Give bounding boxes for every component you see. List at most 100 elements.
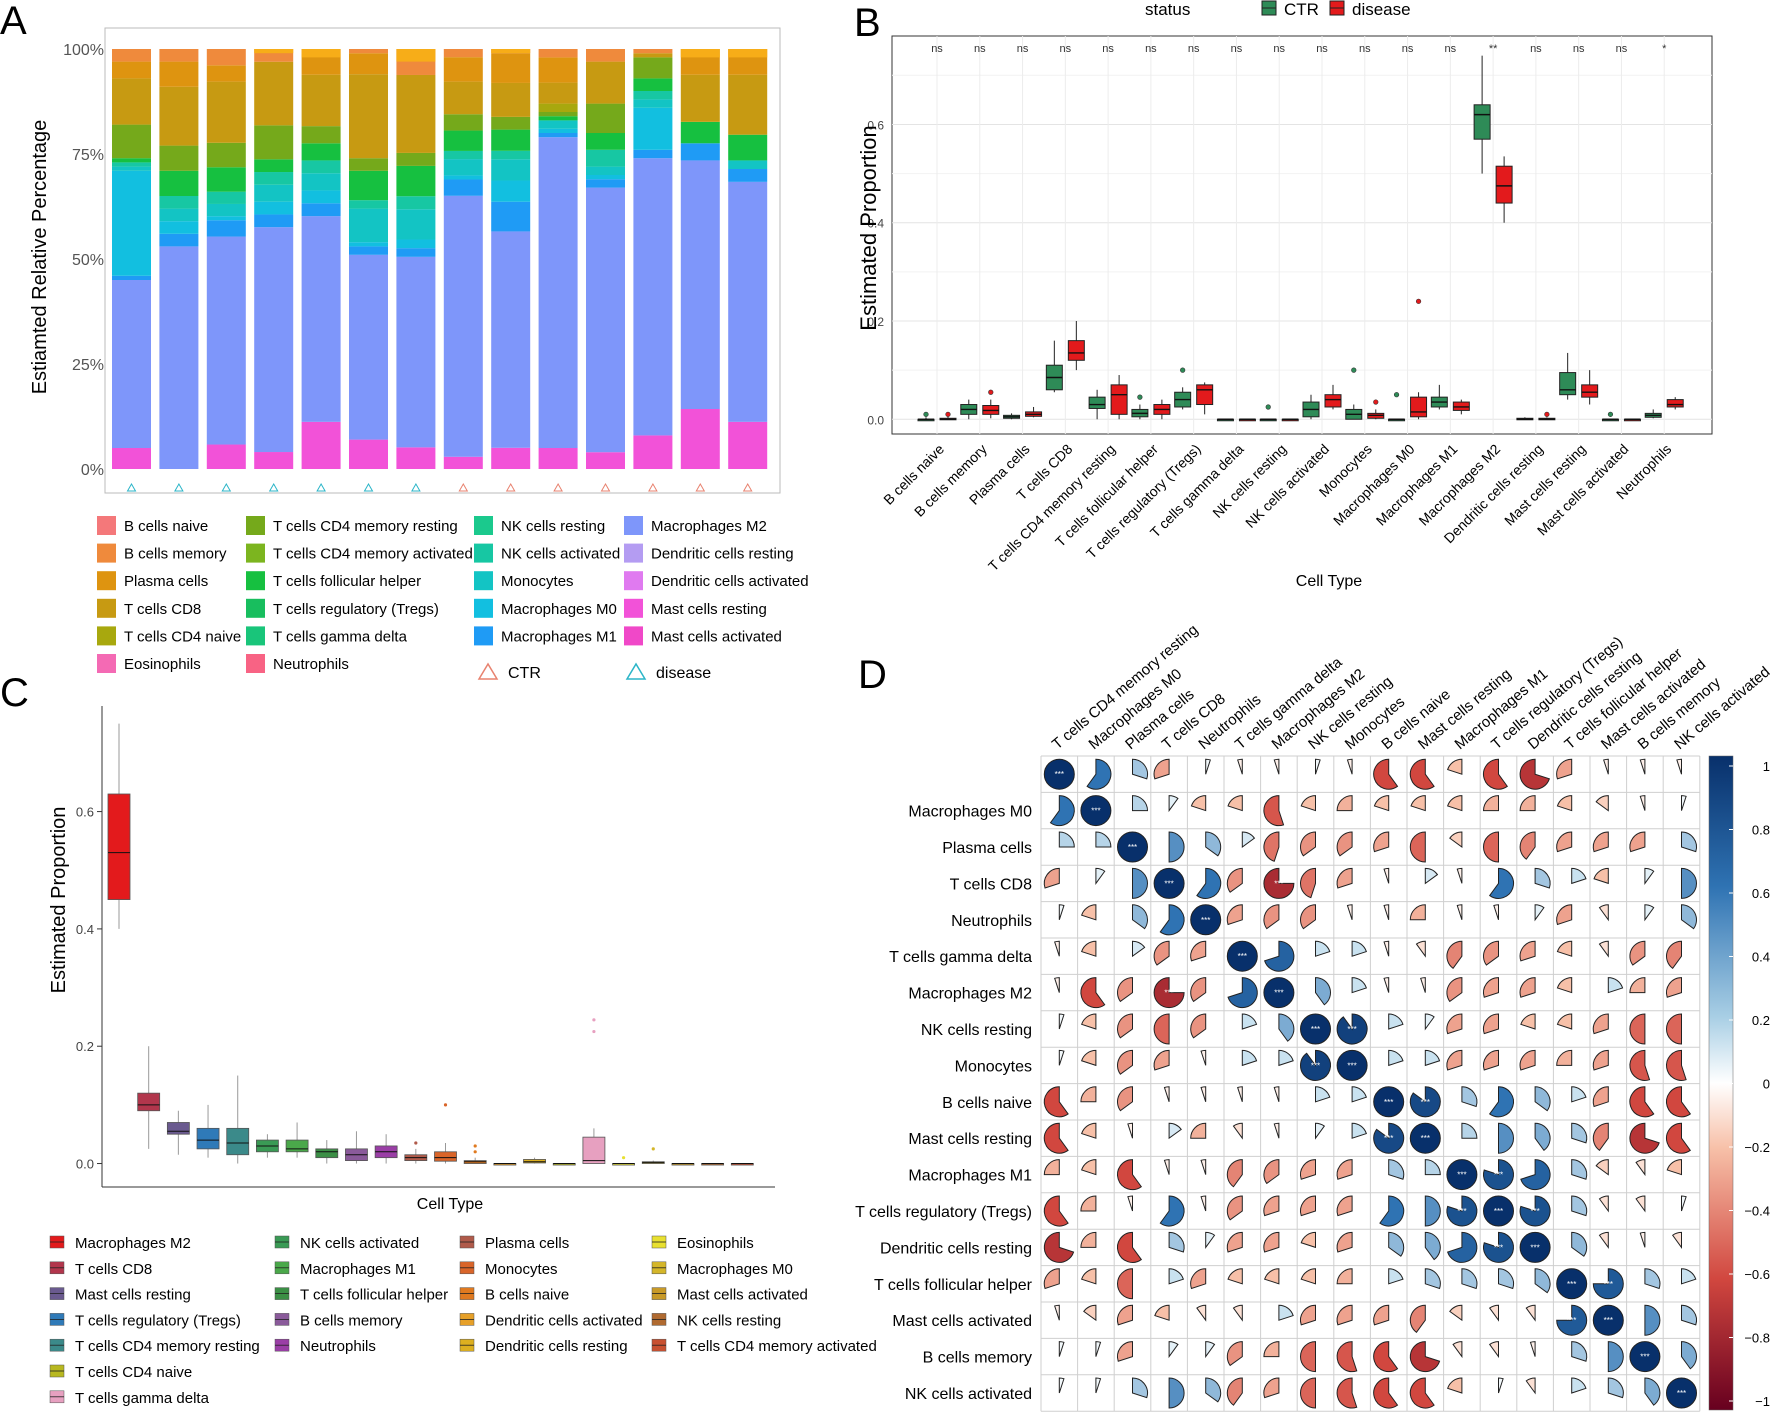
corr-macrophages-m0-vs-t-cells-gamma-delta (1227, 795, 1243, 812)
box-outlier (1137, 394, 1143, 400)
corr-t-cells-cd4-memory-resting-vs-t-cells-cd4-memory-resting (1043, 758, 1075, 790)
significance-label: ns (931, 43, 943, 55)
corr-macrophages-m2-vs-t-cells-follicular-helper (1556, 977, 1573, 994)
panel-b: ns ns ns ns ns ns ns ns ns ns ns ns ns ** ns ns ns * 0.00… (856, 0, 1713, 590)
box-macrophages-m2 (107, 793, 131, 900)
panel-b-y-tick: 0.4 (867, 217, 884, 231)
bar-segment-t-cells-cd4-memory-resting (443, 114, 483, 131)
bar-segment-macrophages-m1 (586, 179, 625, 188)
bar-segment-macrophages-m1 (680, 143, 720, 161)
corr-neutrophils-vs-monocytes (1346, 904, 1353, 920)
bar-segment-b-cells-memory (112, 49, 151, 62)
legend-label-t-cells-cd4-memory-activated: T cells CD4 memory activated (273, 546, 473, 563)
corr-t-cells-regulatory-tregs-vs-t-cells-regulatory-tregs (1483, 1195, 1514, 1227)
panel-label-a: A (0, 0, 27, 43)
bar-segment-nk-cells-activated (254, 172, 294, 185)
panel-b-grid (892, 36, 1712, 434)
panel-a-y-tick: 25% (72, 357, 104, 374)
corr-nk-cells-activated-vs-nk-cells-resting (1300, 1377, 1316, 1409)
corr-plasma-cells-vs-t-cells-follicular-helper (1556, 831, 1573, 853)
corr-plasma-cells-vs-t-cells-gamma-delta (1241, 831, 1256, 848)
box-outlier (1607, 411, 1614, 417)
row-label-t-cells-cd8: T cells CD8 (950, 876, 1032, 893)
panel-a-legend: B cells naive B cells memory Plasma cells T… (97, 516, 809, 682)
corr-neutrophils-vs-macrophages-m0 (1080, 904, 1097, 921)
corr-macrophages-m0-vs-nk-cells-activated (1681, 795, 1687, 811)
corr-macrophages-m2-vs-t-cells-cd4-memory-resting (1054, 977, 1060, 993)
bar-segment-macrophages-m2 (206, 236, 246, 445)
bar-segment-mast-cells-resting (206, 444, 246, 469)
corr-macrophages-m2-vs-t-cells-gamma-delta (1227, 977, 1258, 1009)
colorbar-tick-label: −0.8 (1744, 1331, 1770, 1346)
corr-macrophages-m2-vs-b-cells-naive (1383, 977, 1390, 993)
bar-segment-t-cells-cd4-memory-resting (586, 103, 625, 133)
box-ctr-mast-cells-resting (1559, 372, 1577, 396)
box-t-cells-follicular-helper (315, 1148, 339, 1159)
bar-segment-t-cells-cd4-memory-resting (254, 125, 294, 160)
corr-macrophages-m0-vs-b-cells-memory (1639, 795, 1646, 811)
box-ctr-t-cells-cd4-memory-resting (1088, 396, 1106, 409)
bar-segment-b-cells-memory (206, 49, 246, 66)
legend-label-plasma-cells: Plasma cells (485, 1235, 569, 1252)
significance-mark: *** (1164, 879, 1173, 888)
bar-segment-remainder (254, 49, 294, 54)
bar-segment-t-cells-cd8 (728, 74, 768, 135)
corr-t-cells-cd4-memory-resting-vs-macrophages-m2 (1273, 758, 1280, 775)
corr-b-cells-naive-vs-neutrophils (1200, 1086, 1207, 1102)
corr-t-cells-gamma-delta-vs-b-cells-naive (1383, 940, 1390, 957)
corr-t-cells-follicular-helper-vs-plasma-cells (1117, 1268, 1133, 1300)
corr-macrophages-m0-vs-t-cells-cd8 (1168, 795, 1179, 813)
bar-segment-nk-cells-activated (586, 149, 625, 167)
corr-macrophages-m1-vs-mast-cells-resting (1424, 1159, 1441, 1176)
bar-segment-macrophages-m0 (443, 175, 483, 180)
box-outlier (945, 411, 951, 417)
bar-segment-macrophages-m0 (206, 216, 246, 221)
bar-segment-remainder (680, 49, 720, 58)
corr-mast-cells-activated-vs-t-cells-cd8 (1154, 1304, 1170, 1321)
corr-b-cells-memory-vs-macrophages-m0 (1095, 1341, 1102, 1357)
legend-label-b-cells-naive: B cells naive (485, 1287, 569, 1304)
panel-c-boxes (107, 723, 754, 1166)
corr-t-cells-follicular-helper-vs-macrophages-m0 (1080, 1268, 1097, 1285)
corr-macrophages-m1-vs-macrophages-m0 (1080, 1159, 1097, 1176)
significance-label: ns (1573, 43, 1585, 55)
bar-segment-t-cells-follicular-helper (491, 129, 531, 151)
significance-mark: *** (1091, 807, 1100, 816)
corr-monocytes-vs-nk-cells-activated (1666, 1049, 1687, 1081)
significance-label: ns (1359, 43, 1371, 55)
significance-label: ns (1060, 43, 1072, 55)
bar-segment-monocytes (728, 160, 768, 169)
sample-group-marker (268, 482, 279, 492)
corr-t-cells-cd8-vs-t-cells-follicular-helper (1571, 867, 1587, 885)
panel-a-y-tick: 0% (81, 462, 104, 479)
corr-t-cells-gamma-delta-vs-mast-cells-activated (1598, 940, 1609, 958)
corr-mast-cells-resting-vs-dendritic-cells-resting (1534, 1122, 1551, 1152)
legend-label-mast-cells-resting: Mast cells resting (75, 1287, 191, 1304)
row-label-nk-cells-activated: NK cells activated (905, 1386, 1032, 1403)
corr-macrophages-m2-vs-nk-cells-activated (1666, 977, 1682, 998)
row-label-b-cells-memory: B cells memory (923, 1350, 1032, 1367)
corr-macrophages-m1-vs-nk-cells-activated (1666, 1159, 1682, 1176)
corr-b-cells-naive-vs-t-cells-regulatory-tregs (1488, 1086, 1514, 1118)
bar-segment-remainder (491, 49, 531, 54)
corr-macrophages-m2-vs-dendritic-cells-resting (1519, 977, 1536, 998)
bar-segment-plasma-cells (301, 53, 341, 75)
corr-dendritic-cells-resting-vs-dendritic-cells-resting (1519, 1231, 1551, 1263)
corr-t-cells-gamma-delta-vs-mast-cells-resting (1415, 940, 1426, 958)
corr-b-cells-naive-vs-nk-cells-resting (1315, 1086, 1331, 1103)
corr-t-cells-cd8-vs-plasma-cells (1132, 867, 1148, 899)
significance-mark: *** (1567, 1280, 1576, 1289)
panel-b-legend-disease-label: disease (1352, 0, 1411, 19)
significance-mark: *** (1347, 1025, 1356, 1034)
legend-label-b-cells-memory: B cells memory (300, 1312, 403, 1329)
box-outlier (473, 1150, 477, 1154)
bar-segment-nk-cells-activated (491, 150, 531, 160)
corr-dendritic-cells-resting-vs-t-cells-gamma-delta (1226, 1231, 1243, 1253)
row-label-dendritic-cells-resting: Dendritic cells resting (880, 1240, 1032, 1257)
legend-swatch-t-cells-follicular-helper (246, 571, 265, 591)
legend-label-t-cells-follicular-helper: T cells follicular helper (273, 573, 421, 590)
corr-neutrophils-vs-nk-cells-resting (1300, 904, 1316, 930)
corr-t-cells-follicular-helper-vs-mast-cells-resting (1424, 1268, 1441, 1290)
corr-neutrophils-vs-neutrophils (1190, 904, 1222, 936)
corr-monocytes-vs-t-cells-gamma-delta (1241, 1049, 1258, 1067)
